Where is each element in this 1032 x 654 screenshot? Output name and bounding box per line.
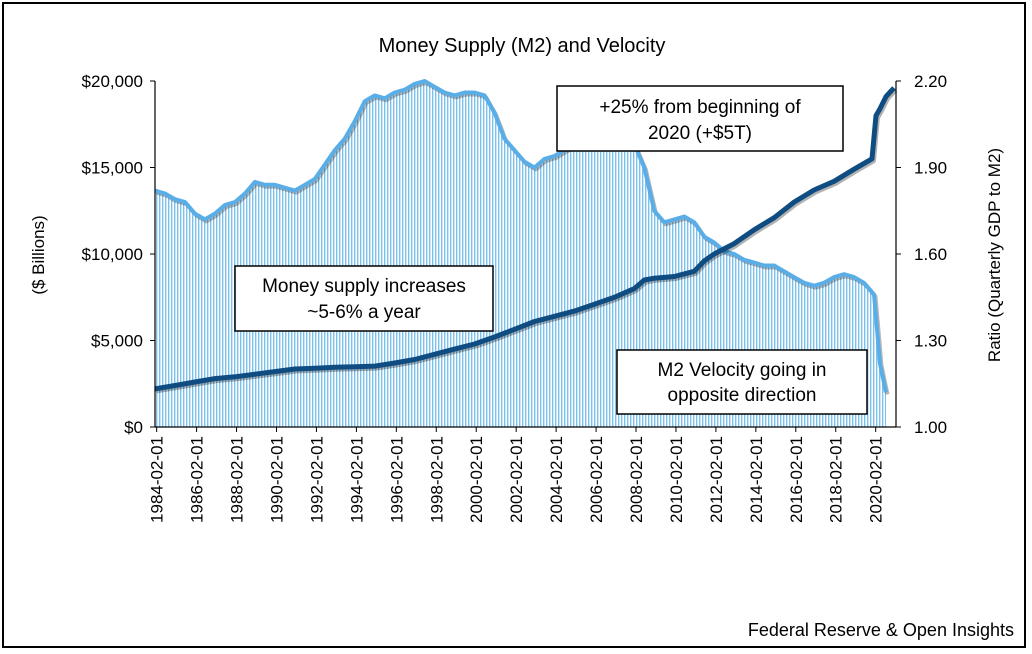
- annotation-line: Money supply increases: [262, 276, 466, 297]
- annotation-velocity: M2 Velocity going in opposite direction: [616, 349, 868, 415]
- annotation-line: M2 Velocity going in: [658, 360, 827, 381]
- x-tick-label: 2006-02-01: [587, 436, 606, 523]
- x-tick-label: 2002-02-01: [507, 436, 526, 523]
- y-tick-left-label: $10,000: [82, 245, 143, 264]
- x-tick-label: 1992-02-01: [307, 436, 326, 523]
- annotation-growth-2020: +25% from beginning of 2020 (+$5T): [556, 85, 844, 152]
- y-axis-right-label: Ratio (Quarterly GDP to M2): [985, 148, 1004, 362]
- annotation-line: opposite direction: [668, 385, 817, 406]
- x-tick-label: 2000-02-01: [467, 436, 486, 523]
- annotation-line: ~5-6% a year: [307, 302, 421, 323]
- y-tick-right-label: 1.90: [914, 159, 947, 178]
- velocity-line: [154, 79, 888, 393]
- x-tick-label: 2018-02-01: [827, 436, 846, 523]
- annotation-line: +25% from beginning of: [599, 97, 801, 118]
- x-tick-label: 2010-02-01: [667, 436, 686, 523]
- axis-ticks: $0 $5,000 $10,000 $15,000 $20,000 1.00 1.30 1.6…: [82, 72, 948, 523]
- x-tick-label: 2012-02-01: [707, 436, 726, 523]
- x-tick-label: 1988-02-01: [228, 436, 247, 523]
- x-tick-label: 1984-02-01: [148, 436, 167, 523]
- y-tick-left-label: $15,000: [82, 159, 143, 178]
- y-tick-left-label: $20,000: [82, 72, 143, 91]
- x-tick-label: 2020-02-01: [867, 436, 886, 523]
- x-tick-label: 2014-02-01: [747, 436, 766, 523]
- annotation-line: 2020 (+$5T): [648, 123, 752, 144]
- y-tick-right-label: 2.20: [914, 72, 947, 91]
- x-tick-label: 1986-02-01: [188, 436, 207, 523]
- x-tick-label: 2004-02-01: [547, 436, 566, 523]
- y-tick-right-label: 1.00: [914, 418, 947, 437]
- y-tick-right-label: 1.60: [914, 245, 947, 264]
- chart-title: Money Supply (M2) and Velocity: [379, 35, 666, 57]
- x-tick-label: 1996-02-01: [387, 436, 406, 523]
- x-tick-label: 1998-02-01: [427, 436, 446, 523]
- x-tick-label: 1994-02-01: [347, 436, 366, 523]
- y-tick-left-label: $5,000: [91, 332, 143, 351]
- x-tick-label: 2008-02-01: [627, 436, 646, 523]
- source-note: Federal Reserve & Open Insights: [748, 620, 1014, 640]
- y-tick-left-label: $0: [124, 418, 143, 437]
- x-tick-label: 1990-02-01: [268, 436, 287, 523]
- annotation-money-supply: Money supply increases ~5-6% a year: [234, 265, 494, 332]
- y-axis-left-label: ($ Billions): [29, 215, 48, 294]
- m2-line: [154, 86, 896, 392]
- y-tick-right-label: 1.30: [914, 332, 947, 351]
- velocity-area: [155, 81, 886, 427]
- x-tick-label: 2016-02-01: [787, 436, 806, 523]
